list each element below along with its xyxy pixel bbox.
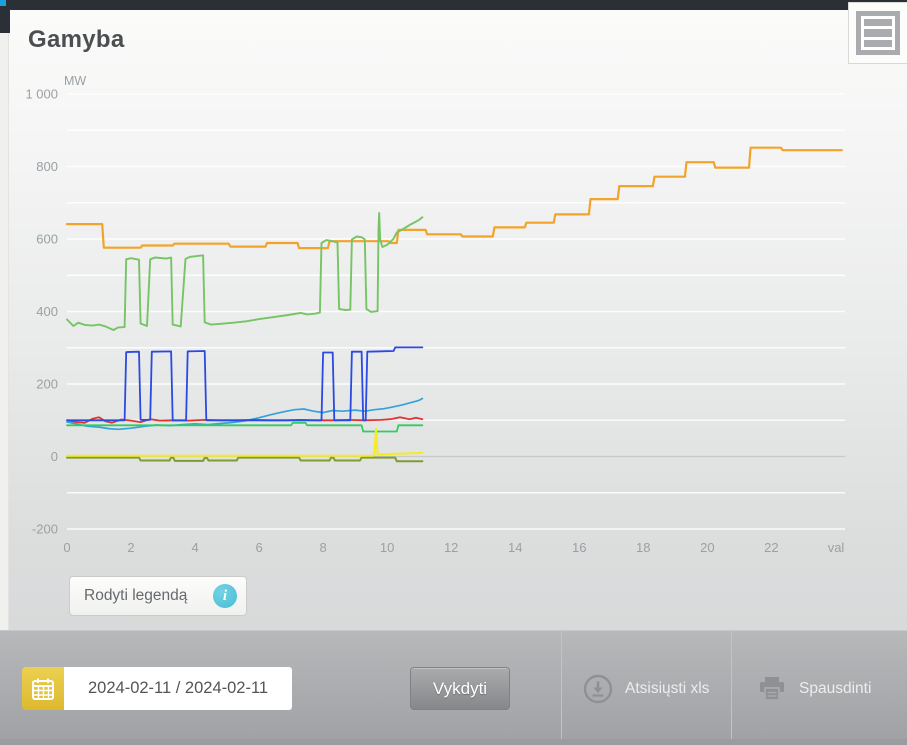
calendar-icon xyxy=(30,676,56,702)
svg-text:MW: MW xyxy=(64,74,86,88)
svg-text:200: 200 xyxy=(36,377,58,392)
series-cyan xyxy=(66,397,424,431)
print-label: Spausdinti xyxy=(799,680,872,697)
svg-text:16: 16 xyxy=(572,540,586,555)
series-orange xyxy=(65,146,843,250)
show-legend-button[interactable]: Rodyti legendą i xyxy=(69,576,247,616)
footer-strip xyxy=(0,739,907,745)
download-icon xyxy=(583,674,613,704)
chart-gridlines xyxy=(67,93,845,530)
svg-text:4: 4 xyxy=(191,540,198,555)
svg-text:22: 22 xyxy=(764,540,778,555)
accent-corner-square xyxy=(0,0,6,6)
run-button[interactable]: Vykdyti xyxy=(410,667,510,710)
svg-text:1 000: 1 000 xyxy=(25,87,58,102)
svg-text:12: 12 xyxy=(444,540,458,555)
series-blue xyxy=(66,346,424,422)
svg-text:600: 600 xyxy=(36,232,58,247)
page-title: Gamyba xyxy=(28,26,125,53)
svg-text:10: 10 xyxy=(380,540,394,555)
top-chrome-bar xyxy=(0,0,907,10)
chart-series xyxy=(65,146,843,463)
series-green xyxy=(66,211,424,331)
series-olive xyxy=(66,456,424,463)
calendar-button[interactable] xyxy=(22,667,64,710)
svg-text:20: 20 xyxy=(700,540,714,555)
download-xls-button[interactable]: Atsisiųsti xls xyxy=(583,666,709,712)
download-xls-label: Atsisiųsti xls xyxy=(625,680,710,697)
svg-text:0: 0 xyxy=(51,449,58,464)
control-bar-divider xyxy=(561,631,562,739)
svg-text:2: 2 xyxy=(127,540,134,555)
show-legend-label: Rodyti legendą xyxy=(84,587,188,604)
svg-text:6: 6 xyxy=(255,540,262,555)
chart-panel xyxy=(8,10,907,630)
svg-text:val: val xyxy=(828,540,845,555)
top-left-notch xyxy=(0,0,10,33)
svg-text:800: 800 xyxy=(36,159,58,174)
svg-text:14: 14 xyxy=(508,540,522,555)
svg-text:18: 18 xyxy=(636,540,650,555)
table-view-button[interactable] xyxy=(848,2,907,64)
svg-text:400: 400 xyxy=(36,304,58,319)
svg-text:-200: -200 xyxy=(32,522,58,537)
table-view-icon xyxy=(856,11,900,55)
svg-text:0: 0 xyxy=(63,540,70,555)
control-bar-divider xyxy=(731,631,732,739)
info-icon[interactable]: i xyxy=(213,584,237,608)
print-button[interactable]: Spausdinti xyxy=(757,666,871,712)
chart-axis-labels: 1 000 800 600 400 200 0 -200 0 2 4 6 8 10 12 14 16 18 20 2… xyxy=(25,74,844,555)
series-green-flat xyxy=(66,421,424,433)
series-yellow xyxy=(66,427,424,457)
printer-icon xyxy=(757,675,787,703)
svg-text:8: 8 xyxy=(320,540,327,555)
production-chart: 1 000 800 600 400 200 0 -200 0 2 4 6 8 10 12 14 16 18 20 2… xyxy=(25,74,845,555)
date-range-input[interactable] xyxy=(64,667,292,710)
